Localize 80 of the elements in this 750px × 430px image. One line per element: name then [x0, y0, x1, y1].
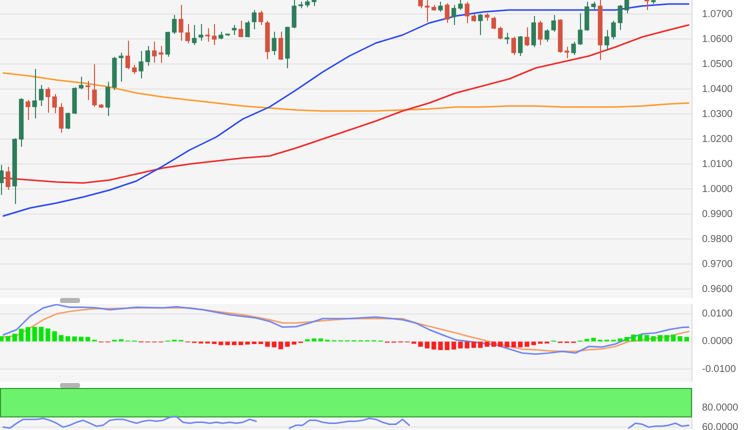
bar: [491, 342, 496, 347]
bar: [631, 334, 636, 342]
y-tick-label: 1.0500: [702, 58, 734, 70]
bar: [38, 326, 44, 342]
bar: [238, 342, 244, 346]
bar: [26, 327, 30, 342]
y-tick-label: 1.0000: [702, 184, 734, 195]
bar: [218, 342, 224, 346]
bar: [285, 342, 290, 347]
bar: [644, 335, 650, 342]
bar: [258, 342, 264, 344]
bar: [504, 342, 510, 348]
bar: [584, 338, 590, 342]
bar: [318, 338, 324, 342]
bar: [511, 342, 516, 348]
bar: [591, 338, 596, 342]
bar: [498, 342, 503, 347]
bar: [431, 342, 436, 350]
y-tick-label: 0.9700: [702, 258, 734, 270]
bar: [464, 342, 470, 348]
bar: [518, 342, 523, 348]
bar: [32, 326, 37, 342]
y-tick-label: 0.9900: [702, 208, 734, 220]
bar: [524, 342, 530, 347]
candlestick: [205, 28, 210, 42]
bar: [531, 342, 536, 346]
bar: [278, 342, 284, 350]
bar: [624, 337, 630, 342]
y-tick-label: 1.0200: [702, 134, 734, 145]
y-tick-label: 0.0100: [702, 308, 734, 320]
bar: [451, 342, 456, 350]
y-tick-label: 1.0700: [702, 8, 734, 20]
y-tick-label: 0.9600: [702, 284, 734, 295]
bar: [678, 336, 682, 342]
bar: [252, 342, 257, 344]
bar: [312, 338, 316, 342]
bar: [58, 335, 64, 342]
bar: [478, 342, 483, 348]
bar: [265, 342, 270, 347]
bar: [212, 342, 217, 344]
bar: [484, 342, 490, 347]
y-tick-label: 0.9800: [702, 234, 734, 245]
bar: [46, 328, 50, 342]
bar: [292, 342, 296, 345]
bar: [18, 328, 24, 342]
y-tick-label: 1.0400: [702, 84, 734, 95]
bar: [85, 337, 90, 342]
bar: [471, 342, 476, 348]
bar: [272, 342, 276, 348]
y-tick-label: 0.0000: [702, 336, 734, 348]
bar: [0, 336, 4, 342]
bar: [52, 331, 57, 342]
bar: [78, 336, 84, 342]
bar: [225, 342, 230, 346]
bar: [638, 334, 642, 342]
y-tick-label: 1.0300: [702, 108, 734, 120]
bar: [438, 342, 443, 350]
bar: [72, 336, 77, 342]
y-tick-label: 80.0000: [702, 402, 739, 414]
bar: [458, 342, 463, 348]
bar: [444, 342, 450, 350]
bar: [424, 342, 430, 348]
bar: [245, 342, 250, 345]
y-tick-label: 1.0100: [702, 158, 734, 170]
bar: [418, 342, 423, 347]
bar: [12, 334, 17, 342]
y-tick-label: 60.0000: [702, 422, 739, 430]
bar: [684, 337, 690, 342]
bar: [618, 338, 622, 342]
bar: [651, 336, 656, 342]
bar: [664, 335, 670, 342]
candlestick: [225, 34, 230, 36]
y-tick-label: 1.0600: [702, 34, 734, 45]
candlestick: [438, 1, 443, 12]
bar: [232, 342, 237, 346]
bar: [658, 335, 662, 342]
bar: [66, 336, 70, 342]
y-tick-label: -0.0100: [702, 364, 736, 375]
bar: [671, 334, 676, 342]
bar: [6, 336, 10, 342]
